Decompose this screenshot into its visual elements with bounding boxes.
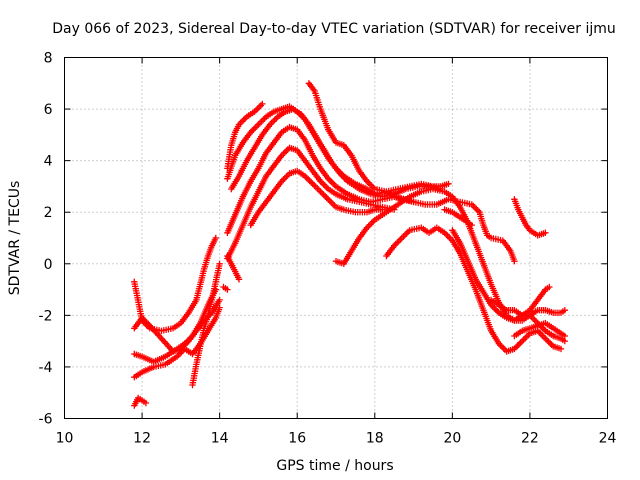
plus-marker <box>445 180 452 187</box>
series-track-22 <box>441 206 475 229</box>
series-track-15 <box>305 80 518 265</box>
axis-ticks <box>64 57 608 419</box>
series-track-19 <box>511 319 568 340</box>
y-tick-label: -2 <box>39 308 53 324</box>
plus-marker <box>216 304 223 311</box>
x-tick-labels: 10 12 14 16 18 20 22 24 <box>56 431 617 447</box>
series-track-6 <box>189 260 223 389</box>
x-tick-label: 10 <box>56 431 74 447</box>
x-tick-label: 12 <box>133 431 151 447</box>
y-tick-label: 6 <box>44 102 53 118</box>
plus-marker <box>561 332 568 340</box>
y-tick-label: 4 <box>44 154 53 170</box>
series-track-12 <box>224 252 243 283</box>
plus-marker <box>212 234 219 242</box>
y-tick-label: -6 <box>39 412 53 428</box>
data-markers <box>131 80 568 409</box>
plus-marker <box>224 286 231 293</box>
plus-marker <box>216 260 223 267</box>
y-tick-label: 0 <box>44 257 53 273</box>
plus-marker <box>235 276 243 283</box>
plus-marker <box>561 307 568 314</box>
plus-marker <box>546 283 553 291</box>
x-tick-label: 24 <box>599 431 617 447</box>
x-tick-label: 14 <box>211 431 229 447</box>
series-track-21 <box>511 196 549 239</box>
x-tick-label: 18 <box>366 431 384 447</box>
x-tick-label: 20 <box>443 431 461 447</box>
series-track-7 <box>224 100 266 172</box>
plus-marker <box>557 345 565 353</box>
plus-marker <box>511 258 518 265</box>
plus-marker <box>142 399 150 407</box>
plus-marker <box>542 229 549 236</box>
x-tick-label: 22 <box>521 431 539 447</box>
y-tick-label: -4 <box>39 360 53 376</box>
series-track-16 <box>332 185 568 324</box>
plus-marker <box>468 221 475 229</box>
y-axis-label: SDTVAR / TECUs <box>7 181 23 296</box>
x-tick-label: 16 <box>288 431 306 447</box>
chart-title: Day 066 of 2023, Sidereal Day-to-day VTE… <box>52 21 616 37</box>
series-track-11 <box>224 144 398 262</box>
x-axis-label: GPS time / hours <box>276 458 393 474</box>
plus-marker <box>216 296 223 304</box>
y-tick-label: 2 <box>44 205 53 221</box>
series-track-5 <box>131 394 150 409</box>
series-track-14 <box>247 167 386 229</box>
series-track-13 <box>220 283 231 293</box>
grid-lines <box>64 57 608 419</box>
plot-frame <box>64 57 608 419</box>
y-tick-label: 8 <box>44 51 53 67</box>
y-tick-labels: -6 -4 -2 0 2 4 6 8 <box>39 51 53 428</box>
series-track-17 <box>383 224 565 355</box>
series-track-9 <box>228 105 444 200</box>
series-track-20 <box>487 283 553 319</box>
plus-marker <box>259 100 266 108</box>
